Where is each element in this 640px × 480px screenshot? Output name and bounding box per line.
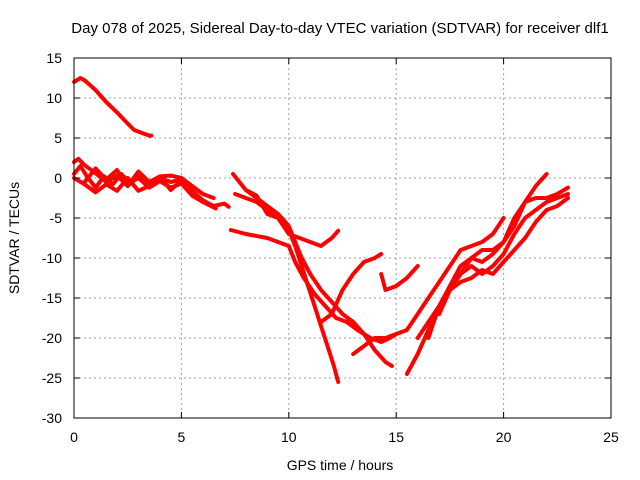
x-tick-label: 20 (496, 429, 512, 445)
series-trace-5 (82, 166, 184, 192)
x-tick-label: 25 (603, 429, 619, 445)
grid (74, 58, 611, 418)
x-tick-label: 5 (178, 429, 186, 445)
series-trace-16 (437, 196, 570, 316)
x-tick-label: 10 (281, 429, 297, 445)
y-tick-label: -20 (42, 330, 62, 346)
series-trace-12 (351, 216, 506, 356)
series-trace-4 (72, 173, 216, 200)
y-tick-label: -25 (42, 370, 62, 386)
series-trace-10 (319, 252, 384, 324)
y-tick-label: 10 (46, 90, 62, 106)
plot-frame (73, 57, 612, 419)
x-tick-label: 15 (388, 429, 404, 445)
y-tick-label: 15 (46, 50, 62, 66)
y-tick-label: -15 (42, 290, 62, 306)
y-tick-label: -10 (42, 250, 62, 266)
x-tick-label: 0 (70, 429, 78, 445)
series-trace-7 (233, 192, 341, 384)
y-tick-label: -30 (42, 410, 62, 426)
data-series (72, 76, 570, 384)
chart-title: Day 078 of 2025, Sidereal Day-to-day VTE… (71, 20, 608, 37)
series-trace-1 (72, 76, 154, 138)
series-trace-9 (228, 228, 399, 344)
y-tick-label: 5 (54, 130, 62, 146)
y-axis-label: SDTVAR / TECUs (6, 182, 22, 294)
x-axis-label: GPS time / hours (287, 457, 394, 473)
axis-ticks: 0 5 10 15 20 25 15 10 5 0 -5 -10 -15 -20 -25 -30 (42, 50, 619, 445)
y-tick-label: 0 (54, 170, 62, 186)
series-trace-11 (379, 264, 420, 292)
y-tick-label: -5 (50, 210, 63, 226)
